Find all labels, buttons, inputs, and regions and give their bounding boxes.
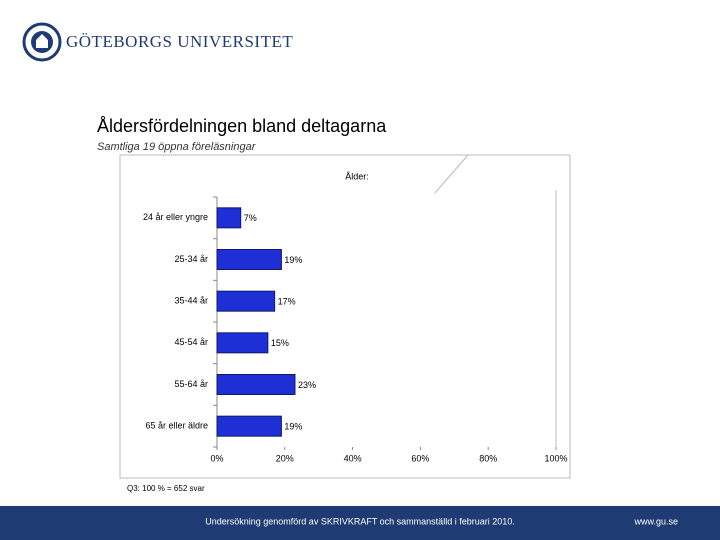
- footer-url: www.gu.se: [633, 516, 678, 526]
- logo-text: GÖTEBORGS UNIVERSITET: [66, 32, 293, 51]
- x-tick-label: 60%: [411, 453, 429, 463]
- emblem-crest: [36, 34, 48, 48]
- note: Q3: 100 % = 652 svar: [127, 484, 205, 493]
- y-tick-label: 45-54 år: [174, 337, 208, 347]
- chart-title: Åldersfördelningen bland deltagarna: [97, 116, 387, 136]
- x-tick-label: 100%: [544, 453, 567, 463]
- y-tick-label: 25-34 år: [174, 254, 208, 264]
- y-tick-label: 65 år eller äldre: [145, 421, 208, 431]
- decor-line: [434, 154, 469, 194]
- x-tick-label: 80%: [479, 453, 497, 463]
- y-tick-label: 55-64 år: [174, 379, 208, 389]
- bar: [216, 332, 269, 354]
- chart-subtitle: Samtliga 19 öppna föreläsningar: [97, 141, 257, 153]
- y-tick-label: 35-44 år: [174, 296, 208, 306]
- chart-frame: [119, 154, 571, 479]
- x-tick-label: 0%: [210, 453, 223, 463]
- bar: [216, 207, 242, 229]
- data-label: 23%: [298, 380, 316, 390]
- footer-bar: [0, 506, 720, 540]
- bar: [216, 249, 282, 270]
- footer-text: Undersökning genomförd av SKRIVKRAFT och…: [205, 516, 515, 526]
- x-tick-label: 40%: [344, 453, 362, 463]
- x-tick-label: 20%: [276, 453, 294, 463]
- bar: [216, 374, 296, 395]
- data-label: 15%: [271, 338, 289, 348]
- bar: [216, 415, 282, 437]
- logo: [22, 22, 62, 62]
- legend-title: Ålder:: [345, 171, 369, 181]
- y-tick-label: 24 år eller yngre: [143, 212, 208, 222]
- data-label: 17%: [278, 297, 296, 307]
- data-label: 19%: [284, 422, 302, 432]
- bar: [216, 290, 276, 312]
- data-label: 7%: [244, 213, 257, 223]
- data-label: 19%: [284, 255, 302, 265]
